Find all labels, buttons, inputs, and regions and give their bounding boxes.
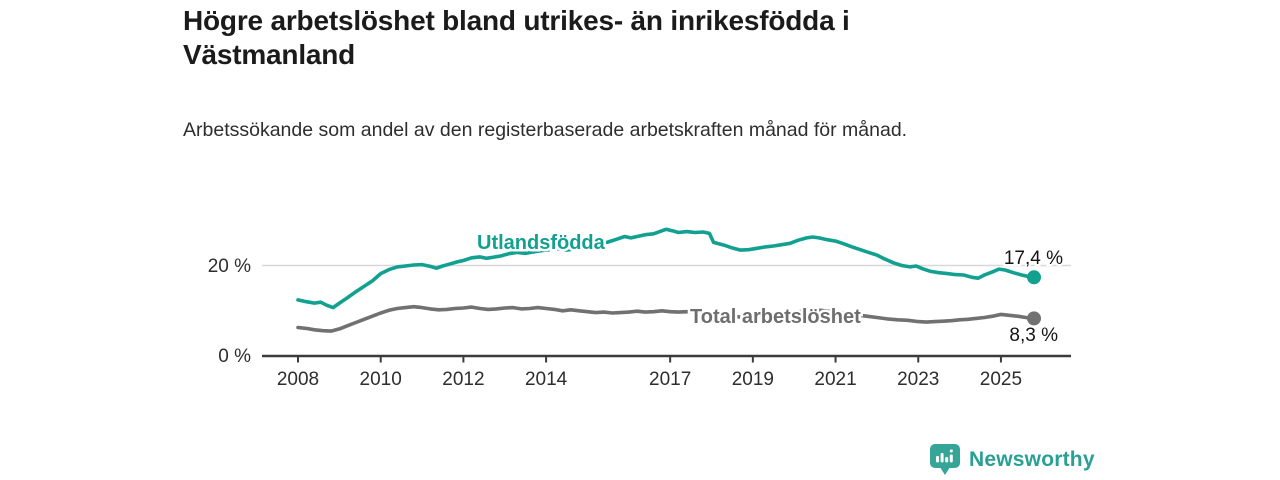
end-dot-total-arbetsloshet xyxy=(1027,311,1041,326)
x-tick-label: 2021 xyxy=(814,369,856,390)
x-tick-label: 2008 xyxy=(277,369,319,390)
y-tick-label-0: 0 % xyxy=(218,346,251,367)
end-value-label-total: 8,3 % xyxy=(1009,325,1058,346)
x-tick-label: 2025 xyxy=(980,369,1022,390)
line-utlandsfodda xyxy=(296,227,1036,310)
newsworthy-logo: Newsworthy xyxy=(930,444,1095,476)
x-tick-label: 2023 xyxy=(897,369,939,390)
x-axis-ticks: 2008 2010 2012 2014 2017 2019 2021 2023 2025 xyxy=(277,356,1022,390)
series-label-utlandsfodda: Utlandsfödda xyxy=(477,232,606,254)
x-tick-label: 2014 xyxy=(525,369,568,390)
chart-subtitle: Arbetssökande som andel av den registerb… xyxy=(183,119,908,141)
chart-title: Högre arbetslöshet bland utrikes- än inr… xyxy=(183,5,850,70)
series-label-total-arbetsloshet: Total arbetslöshet xyxy=(690,306,861,328)
y-tick-label-20: 20 % xyxy=(208,256,251,277)
newsworthy-logo-icon xyxy=(930,444,960,475)
x-tick-label: 2019 xyxy=(732,369,774,390)
end-dot-utlandsfodda xyxy=(1027,270,1041,285)
x-tick-label: 2012 xyxy=(442,369,484,390)
newsworthy-logo-text: Newsworthy xyxy=(969,448,1095,471)
x-tick-label: 2010 xyxy=(360,369,402,390)
x-tick-label: 2017 xyxy=(649,369,691,390)
line-total-arbetsloshet xyxy=(296,304,1036,333)
end-value-label-utlandsfodda: 17,4 % xyxy=(1004,248,1063,269)
